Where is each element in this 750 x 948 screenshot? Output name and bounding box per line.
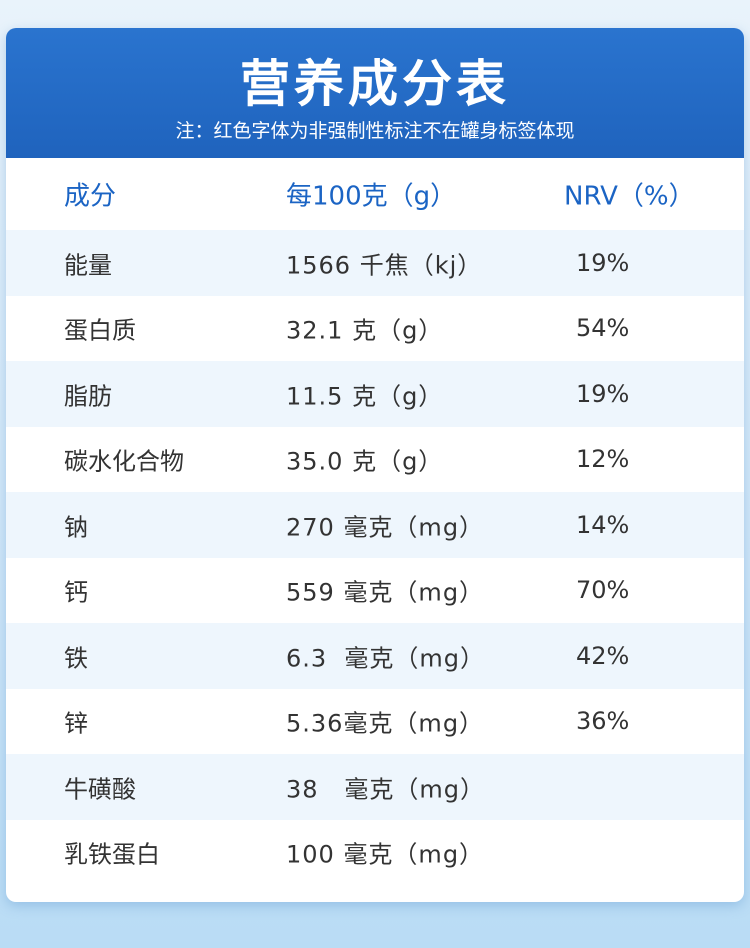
ingredient-name: 乳铁蛋白 (64, 840, 160, 869)
ingredient-name: 能量 (64, 251, 112, 280)
ingredient-amount: 5.36毫克（mg） (286, 709, 485, 738)
header-ingredient: 成分 (64, 181, 117, 212)
ingredient-nrv: 19% (576, 248, 630, 277)
ingredient-name: 钠 (64, 513, 88, 542)
ingredient-amount: 6.3 毫克（mg） (286, 644, 486, 673)
ingredient-amount: 38 毫克（mg） (286, 775, 486, 804)
ingredient-nrv: 42% (576, 641, 630, 670)
table-row: 牛磺酸 38 毫克（mg） (6, 754, 744, 820)
ingredient-name: 铁 (64, 644, 88, 673)
ingredient-name: 钙 (64, 578, 88, 607)
ingredient-nrv: 12% (576, 445, 630, 474)
table-row: 锌 5.36毫克（mg） 36% (6, 689, 744, 755)
table-row: 钠 270 毫克（mg） 14% (6, 492, 744, 558)
ingredient-amount: 11.5 克（g） (286, 382, 444, 411)
ingredient-nrv: 14% (576, 510, 630, 539)
title-banner: 营养成分表 注：红色字体为非强制性标注不在罐身标签体现 (6, 28, 744, 158)
ingredient-name: 锌 (64, 709, 88, 738)
ingredient-name: 碳水化合物 (64, 447, 184, 476)
table-row: 蛋白质 32.1 克（g） 54% (6, 296, 744, 362)
ingredient-name: 蛋白质 (64, 316, 136, 345)
ingredient-amount: 559 毫克（mg） (286, 578, 485, 607)
ingredient-name: 脂肪 (64, 382, 112, 411)
ingredient-amount: 270 毫克（mg） (286, 513, 485, 542)
ingredient-nrv: 19% (576, 379, 630, 408)
table-row: 铁 6.3 毫克（mg） 42% (6, 623, 744, 689)
table-row: 脂肪 11.5 克（g） 19% (6, 361, 744, 427)
ingredient-amount: 35.0 克（g） (286, 447, 444, 476)
header-per100g: 每100克（g） (286, 181, 457, 212)
ingredient-name: 牛磺酸 (64, 775, 136, 804)
table-row: 钙 559 毫克（mg） 70% (6, 558, 744, 624)
ingredient-nrv: 70% (576, 576, 630, 605)
table-header: 成分 每100克（g） NRV（%） (6, 158, 744, 230)
page-title: 营养成分表 (240, 55, 510, 113)
ingredient-nrv: 54% (576, 314, 630, 343)
ingredient-amount: 32.1 克（g） (286, 316, 444, 345)
ingredient-nrv: 36% (576, 707, 630, 736)
header-nrv: NRV（%） (564, 181, 695, 212)
ingredient-amount: 1566 千焦（kj） (286, 251, 483, 280)
ingredient-amount: 100 毫克（mg） (286, 840, 485, 869)
table-row: 乳铁蛋白 100 毫克（mg） (6, 820, 744, 886)
table-row: 能量 1566 千焦（kj） 19% (6, 230, 744, 296)
note-text: 注：红色字体为非强制性标注不在罐身标签体现 (175, 120, 575, 142)
table-row: 碳水化合物 35.0 克（g） 12% (6, 427, 744, 493)
nutrition-card: 营养成分表 注：红色字体为非强制性标注不在罐身标签体现 成分 每100克（g） … (6, 28, 744, 902)
